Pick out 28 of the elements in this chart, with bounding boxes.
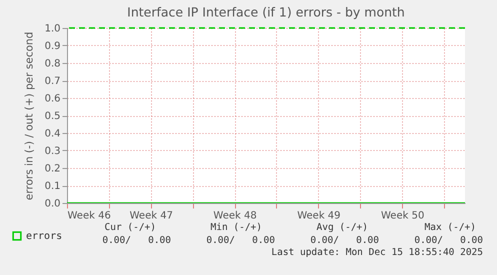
text: 0.00/ 0.00: [310, 235, 379, 246]
y-tick-label: 0.3: [44, 146, 60, 157]
y-tick-label: 0.1: [44, 181, 60, 192]
text: Max (-/+): [424, 222, 476, 233]
x-tick-label: Week 47: [130, 210, 173, 222]
text: Last update: Mon Dec 15 18:55:40 2025: [271, 247, 483, 258]
y-axis-title: errors in (-) / out (+) per second: [24, 32, 36, 200]
text: Cur (-/+): [104, 222, 156, 233]
y-tick-label: 0.7: [44, 76, 60, 87]
text: 0.00/ 0.00: [206, 235, 275, 246]
y-tick-label: 0.4: [44, 128, 60, 140]
y-tick-label: 0.6: [44, 94, 60, 104]
y-tick-label: 0.8: [44, 58, 60, 70]
text: 0.00/ 0.00: [102, 235, 171, 246]
y-tick-label: 1.0: [44, 24, 60, 34]
legend-label: errors: [26, 231, 62, 242]
y-tick-label: 0.0: [44, 198, 60, 210]
y-tick-label: 0.2: [44, 164, 60, 174]
y-tick-label: 0.5: [44, 111, 60, 122]
x-tick-label: Week 48: [213, 210, 257, 222]
x-tick-label: Week 49: [297, 210, 341, 222]
chart-title: Interface IP Interface (if 1) errors - by month: [127, 4, 405, 20]
text: Avg (-/+): [316, 222, 368, 233]
y-tick-label: 0.9: [44, 41, 60, 52]
x-tick-label: Week 46: [68, 210, 111, 222]
x-tick-label: Week 50: [381, 210, 424, 222]
text: Min (-/+): [210, 222, 262, 233]
text: 0.00/ 0.00: [414, 235, 483, 246]
